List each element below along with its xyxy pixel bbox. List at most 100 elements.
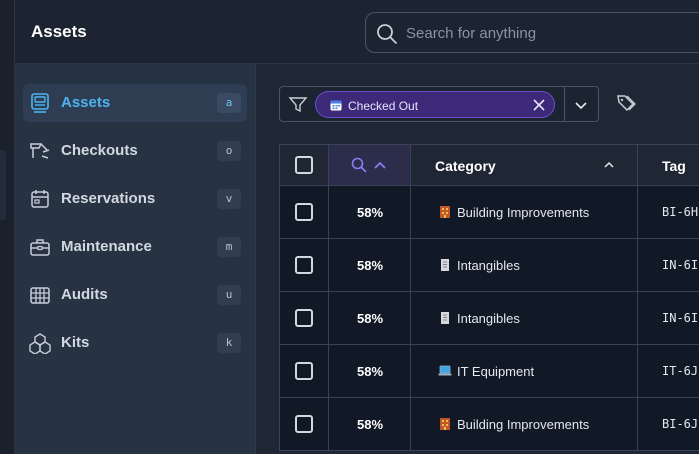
tag-cell: BI-6H bbox=[638, 186, 699, 238]
checkouts-icon bbox=[30, 143, 50, 159]
header-category[interactable]: Category bbox=[411, 145, 638, 185]
header-select-cell bbox=[280, 145, 329, 185]
row-select-cell bbox=[280, 186, 329, 238]
percent-cell: 58% bbox=[329, 345, 411, 397]
column-header-tag: Tag bbox=[662, 158, 686, 174]
row-checkbox[interactable] bbox=[295, 256, 313, 274]
filter-icon[interactable] bbox=[288, 95, 308, 115]
category-cell: IT Equipment bbox=[411, 345, 638, 397]
sidebar-item-label: Reservations bbox=[61, 190, 156, 207]
shortcut-badge: k bbox=[217, 333, 241, 353]
sidebar-item-label: Audits bbox=[61, 286, 108, 303]
tag-value: BI-6J bbox=[662, 417, 699, 431]
toolbox-icon bbox=[30, 239, 50, 256]
tag-value: IN-6I bbox=[662, 311, 699, 325]
row-select-cell bbox=[280, 345, 329, 397]
tag-icon[interactable] bbox=[616, 93, 638, 113]
table-row[interactable]: 58% Intangibles IN-6I bbox=[279, 239, 699, 292]
percent-cell: 58% bbox=[329, 292, 411, 344]
top-header: Assets Search for anything bbox=[15, 0, 699, 64]
sidebar: Assets a Checkouts o Reservations v Main… bbox=[15, 64, 256, 454]
percent-value: 58% bbox=[356, 364, 384, 379]
shortcut-badge: o bbox=[217, 141, 241, 161]
tag-cell: BI-6J bbox=[638, 398, 699, 450]
category-cell: Intangibles bbox=[411, 239, 638, 291]
search-placeholder: Search for anything bbox=[406, 25, 537, 42]
row-checkbox[interactable] bbox=[295, 362, 313, 380]
sidebar-item-label: Kits bbox=[61, 334, 90, 351]
audit-grid-icon bbox=[30, 287, 50, 304]
assets-icon bbox=[31, 93, 49, 113]
table-row[interactable]: 58% Intangibles IN-6I bbox=[279, 292, 699, 345]
sidebar-item-kits[interactable]: Kits k bbox=[23, 324, 247, 362]
percent-value: 58% bbox=[356, 417, 384, 432]
filter-chip-status[interactable]: Checked Out bbox=[315, 91, 555, 118]
percent-cell: 58% bbox=[329, 398, 411, 450]
document-icon bbox=[441, 259, 449, 271]
filter-bar[interactable]: Checked Out bbox=[279, 86, 599, 122]
row-checkbox[interactable] bbox=[295, 309, 313, 327]
row-select-cell bbox=[280, 398, 329, 450]
search-icon[interactable] bbox=[351, 157, 367, 173]
tag-value: BI-6H bbox=[662, 205, 699, 219]
table-row[interactable]: 58% IT Equipment IT-6J bbox=[279, 345, 699, 398]
chevron-up-icon[interactable] bbox=[603, 159, 615, 171]
column-header-category: Category bbox=[435, 158, 496, 174]
sidebar-item-checkouts[interactable]: Checkouts o bbox=[23, 132, 247, 170]
table-row[interactable]: 58% Building Improvements BI-6J bbox=[279, 398, 699, 451]
percent-value: 58% bbox=[356, 311, 384, 326]
sidebar-item-label: Checkouts bbox=[61, 142, 138, 159]
category-label: Intangibles bbox=[457, 258, 520, 273]
chevron-up-icon[interactable] bbox=[373, 158, 387, 172]
assets-table: Category Tag 58% Building Improvements B… bbox=[279, 144, 699, 454]
close-icon[interactable] bbox=[530, 96, 548, 114]
filter-chip-label: Checked Out bbox=[348, 99, 419, 113]
page-title: Assets bbox=[31, 22, 87, 41]
left-edge-rail bbox=[0, 0, 15, 454]
row-select-cell bbox=[280, 239, 329, 291]
category-label: Building Improvements bbox=[457, 205, 590, 220]
sidebar-item-maintenance[interactable]: Maintenance m bbox=[23, 228, 247, 266]
percent-value: 58% bbox=[356, 258, 384, 273]
search-input[interactable]: Search for anything bbox=[365, 12, 699, 53]
percent-cell: 58% bbox=[329, 239, 411, 291]
header-search-sort[interactable] bbox=[329, 145, 411, 185]
building-icon bbox=[440, 206, 450, 218]
sidebar-item-label: Assets bbox=[61, 94, 111, 111]
tag-cell: IT-6J bbox=[638, 345, 699, 397]
percent-cell: 58% bbox=[329, 186, 411, 238]
category-label: Building Improvements bbox=[457, 417, 590, 432]
row-checkbox[interactable] bbox=[295, 203, 313, 221]
select-all-checkbox[interactable] bbox=[295, 156, 313, 174]
header-tag[interactable]: Tag bbox=[638, 145, 699, 185]
percent-value: 58% bbox=[356, 205, 384, 220]
sidebar-item-audits[interactable]: Audits u bbox=[23, 276, 247, 314]
sidebar-item-label: Maintenance bbox=[61, 238, 152, 255]
divider bbox=[564, 87, 565, 121]
table-row[interactable]: 58% Building Improvements BI-6H bbox=[279, 186, 699, 239]
shortcut-badge: u bbox=[217, 285, 241, 305]
tag-value: IT-6J bbox=[662, 364, 699, 378]
calendar-icon bbox=[31, 190, 49, 208]
chevron-down-icon[interactable] bbox=[573, 97, 589, 113]
laptop-icon bbox=[438, 365, 452, 376]
table-header: Category Tag bbox=[279, 144, 699, 186]
sidebar-item-assets[interactable]: Assets a bbox=[23, 84, 247, 122]
main-content: Checked Out Category Tag 5 bbox=[256, 64, 699, 454]
sidebar-item-reservations[interactable]: Reservations v bbox=[23, 180, 247, 218]
tag-cell: IN-6I bbox=[638, 292, 699, 344]
rail-handle[interactable] bbox=[0, 150, 6, 220]
document-icon bbox=[441, 312, 449, 324]
tag-value: IN-6I bbox=[662, 258, 699, 272]
category-cell: Building Improvements bbox=[411, 398, 638, 450]
category-cell: Building Improvements bbox=[411, 186, 638, 238]
category-label: Intangibles bbox=[457, 311, 520, 326]
tag-cell: IN-6I bbox=[638, 239, 699, 291]
shortcut-badge: a bbox=[217, 93, 241, 113]
building-icon bbox=[440, 418, 450, 430]
shortcut-badge: m bbox=[217, 237, 241, 257]
category-cell: Intangibles bbox=[411, 292, 638, 344]
row-checkbox[interactable] bbox=[295, 415, 313, 433]
category-label: IT Equipment bbox=[457, 364, 535, 379]
shortcut-badge: v bbox=[217, 189, 241, 209]
